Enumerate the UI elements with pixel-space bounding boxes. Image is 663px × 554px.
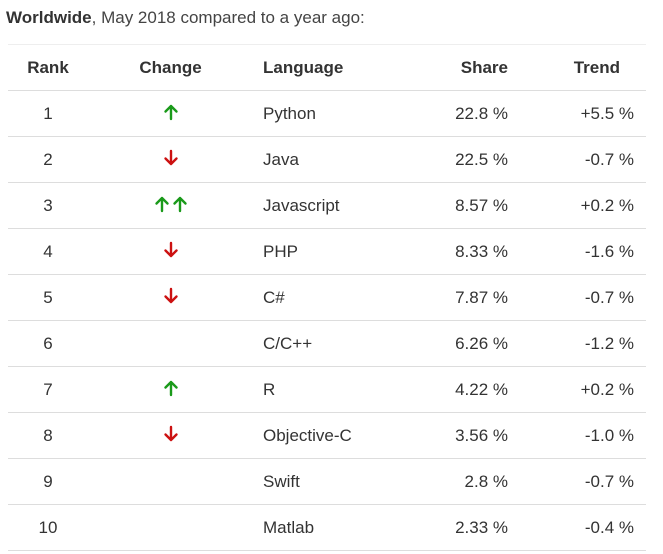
page-heading: Worldwide, May 2018 compared to a year a… [6,8,365,28]
cell-trend: -1.2 % [514,320,646,367]
cell-change [88,136,253,183]
cell-trend: +0.2 % [514,366,646,413]
header-trend[interactable]: Trend [514,44,646,91]
table-row: 7 R 4.22 % +0.2 % [8,366,646,413]
change-indicator [154,194,188,214]
table-header: Rank Change Language Share Trend [8,44,646,91]
cell-share: 2.8 % [408,458,514,505]
cell-change [88,412,253,459]
cell-change [88,182,253,229]
change-indicator [163,148,179,168]
cell-share: 8.57 % [408,182,514,229]
cell-change [88,320,253,367]
cell-language: Python [253,90,408,137]
table-row: 5 C# 7.87 % -0.7 % [8,274,646,321]
arrow-up-icon [154,195,170,213]
cell-trend: -0.7 % [514,274,646,321]
change-indicator [163,102,179,122]
cell-rank: 1 [8,90,88,137]
arrow-down-icon [163,149,179,167]
cell-language: R [253,366,408,413]
table-row: 2 Java 22.5 % -0.7 % [8,136,646,183]
table-row: 6 C/C++ 6.26 % -1.2 % [8,320,646,367]
cell-trend: +5.5 % [514,90,646,137]
cell-rank: 4 [8,228,88,275]
cell-rank: 3 [8,182,88,229]
change-indicator [163,286,179,306]
arrow-down-icon [163,287,179,305]
table-row: 1 Python 22.8 % +5.5 % [8,90,646,137]
cell-trend: +0.2 % [514,182,646,229]
table-body: 1 Python 22.8 % +5.5 % 2 Java 22.5 % -0.7 % 3 Jav… [8,90,646,551]
cell-rank: 2 [8,136,88,183]
cell-trend: -0.7 % [514,458,646,505]
table-row: 4 PHP 8.33 % -1.6 % [8,228,646,275]
arrow-up-icon [163,103,179,121]
cell-rank: 5 [8,274,88,321]
cell-change [88,504,253,551]
table-row: 9 Swift 2.8 % -0.7 % [8,458,646,505]
arrow-down-icon [163,425,179,443]
language-ranking-table: Rank Change Language Share Trend 1 Python… [8,44,646,551]
change-indicator [163,378,179,398]
cell-language: Java [253,136,408,183]
cell-language: Objective-C [253,412,408,459]
cell-change [88,228,253,275]
table-row: 8 Objective-C 3.56 % -1.0 % [8,412,646,459]
cell-share: 4.22 % [408,366,514,413]
header-rank[interactable]: Rank [8,44,88,91]
table-row: 3 Javascript 8.57 % +0.2 % [8,182,646,229]
heading-description: , May 2018 compared to a year ago: [91,8,365,27]
cell-rank: 8 [8,412,88,459]
cell-share: 22.5 % [408,136,514,183]
header-row: Rank Change Language Share Trend [8,44,646,91]
cell-share: 8.33 % [408,228,514,275]
cell-change [88,458,253,505]
cell-rank: 9 [8,458,88,505]
change-indicator [163,240,179,260]
cell-language: Javascript [253,182,408,229]
cell-language: Swift [253,458,408,505]
cell-language: PHP [253,228,408,275]
cell-change [88,274,253,321]
header-share[interactable]: Share [408,44,514,91]
arrow-down-icon [163,241,179,259]
change-indicator [163,424,179,444]
cell-rank: 10 [8,504,88,551]
cell-trend: -0.7 % [514,136,646,183]
cell-rank: 7 [8,366,88,413]
cell-language: Matlab [253,504,408,551]
header-language[interactable]: Language [253,44,408,91]
cell-language: C/C++ [253,320,408,367]
cell-share: 2.33 % [408,504,514,551]
cell-share: 6.26 % [408,320,514,367]
cell-share: 3.56 % [408,412,514,459]
header-change[interactable]: Change [88,44,253,91]
heading-region: Worldwide [6,8,92,27]
arrow-up-icon [172,195,188,213]
cell-change [88,366,253,413]
cell-language: C# [253,274,408,321]
table-row: 10 Matlab 2.33 % -0.4 % [8,504,646,551]
cell-change [88,90,253,137]
cell-share: 7.87 % [408,274,514,321]
cell-share: 22.8 % [408,90,514,137]
cell-trend: -1.0 % [514,412,646,459]
cell-rank: 6 [8,320,88,367]
arrow-up-icon [163,379,179,397]
cell-trend: -0.4 % [514,504,646,551]
cell-trend: -1.6 % [514,228,646,275]
